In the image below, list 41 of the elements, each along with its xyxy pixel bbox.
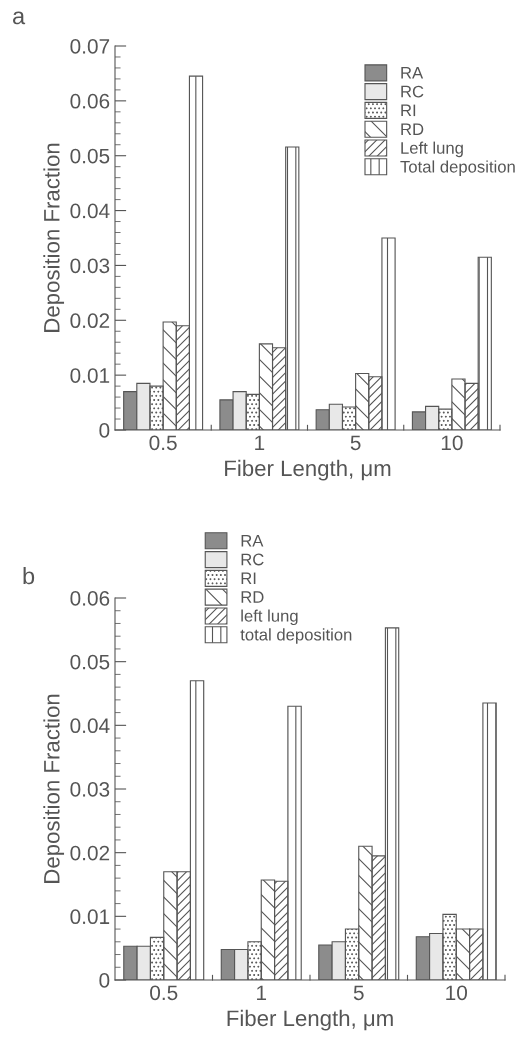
y-tick-label: 0.07 xyxy=(70,39,110,54)
y-tick-label: 0.01 xyxy=(70,368,110,383)
y-axis-title: Deposition Fraction xyxy=(43,694,65,883)
y-tick-label: 0.06 xyxy=(70,93,110,109)
x-axis-title: Fiber Length, μm xyxy=(225,459,391,481)
x-tick-label: 5 xyxy=(353,985,364,1001)
x-tick-label: 1 xyxy=(255,435,265,450)
x-tick-label: 1 xyxy=(257,985,267,1000)
x-tick-label: 0.5 xyxy=(150,985,178,1001)
y-tick-label: 0.04 xyxy=(70,718,110,734)
legend-label: Total deposition xyxy=(400,160,515,176)
y-tick-label: 0.06 xyxy=(70,591,110,606)
y-tick-label: 0 xyxy=(99,973,110,988)
legend-label: RC xyxy=(241,553,264,566)
x-tick-label: 10 xyxy=(446,985,468,1001)
y-tick-label: 0.05 xyxy=(70,148,110,164)
y-tick-label: 0.05 xyxy=(70,654,110,670)
y-tick-label: 0.04 xyxy=(70,203,110,219)
y-axis-title: Deposition Fraction xyxy=(43,143,65,332)
x-axis-title: Fiber Length, μm xyxy=(227,1009,393,1031)
y-tick-label: 0.02 xyxy=(70,845,110,861)
legend-label: Left lung xyxy=(401,141,463,158)
x-tick-label: 0.5 xyxy=(149,435,177,451)
x-tick-label: 10 xyxy=(441,435,463,451)
legend-label: RD xyxy=(401,123,424,135)
x-tick-label: 5 xyxy=(350,435,361,451)
legend-label: RA xyxy=(401,67,424,79)
y-tick-label: 0 xyxy=(99,423,110,438)
legend-label: RC xyxy=(401,85,424,98)
legend-label: RA xyxy=(241,534,264,547)
y-tick-label: 0.02 xyxy=(70,313,110,329)
text: b xyxy=(23,566,35,585)
legend-label: RI xyxy=(241,572,256,585)
legend-label: left lung xyxy=(241,609,298,626)
legend-label: total deposition xyxy=(240,628,352,644)
y-tick-label: 0.01 xyxy=(70,909,110,925)
text: a xyxy=(13,11,26,25)
legend-label: RD xyxy=(241,591,264,603)
y-tick-label: 0.03 xyxy=(70,258,110,274)
legend-label: RI xyxy=(401,104,416,117)
y-tick-label: 0.03 xyxy=(70,782,110,797)
